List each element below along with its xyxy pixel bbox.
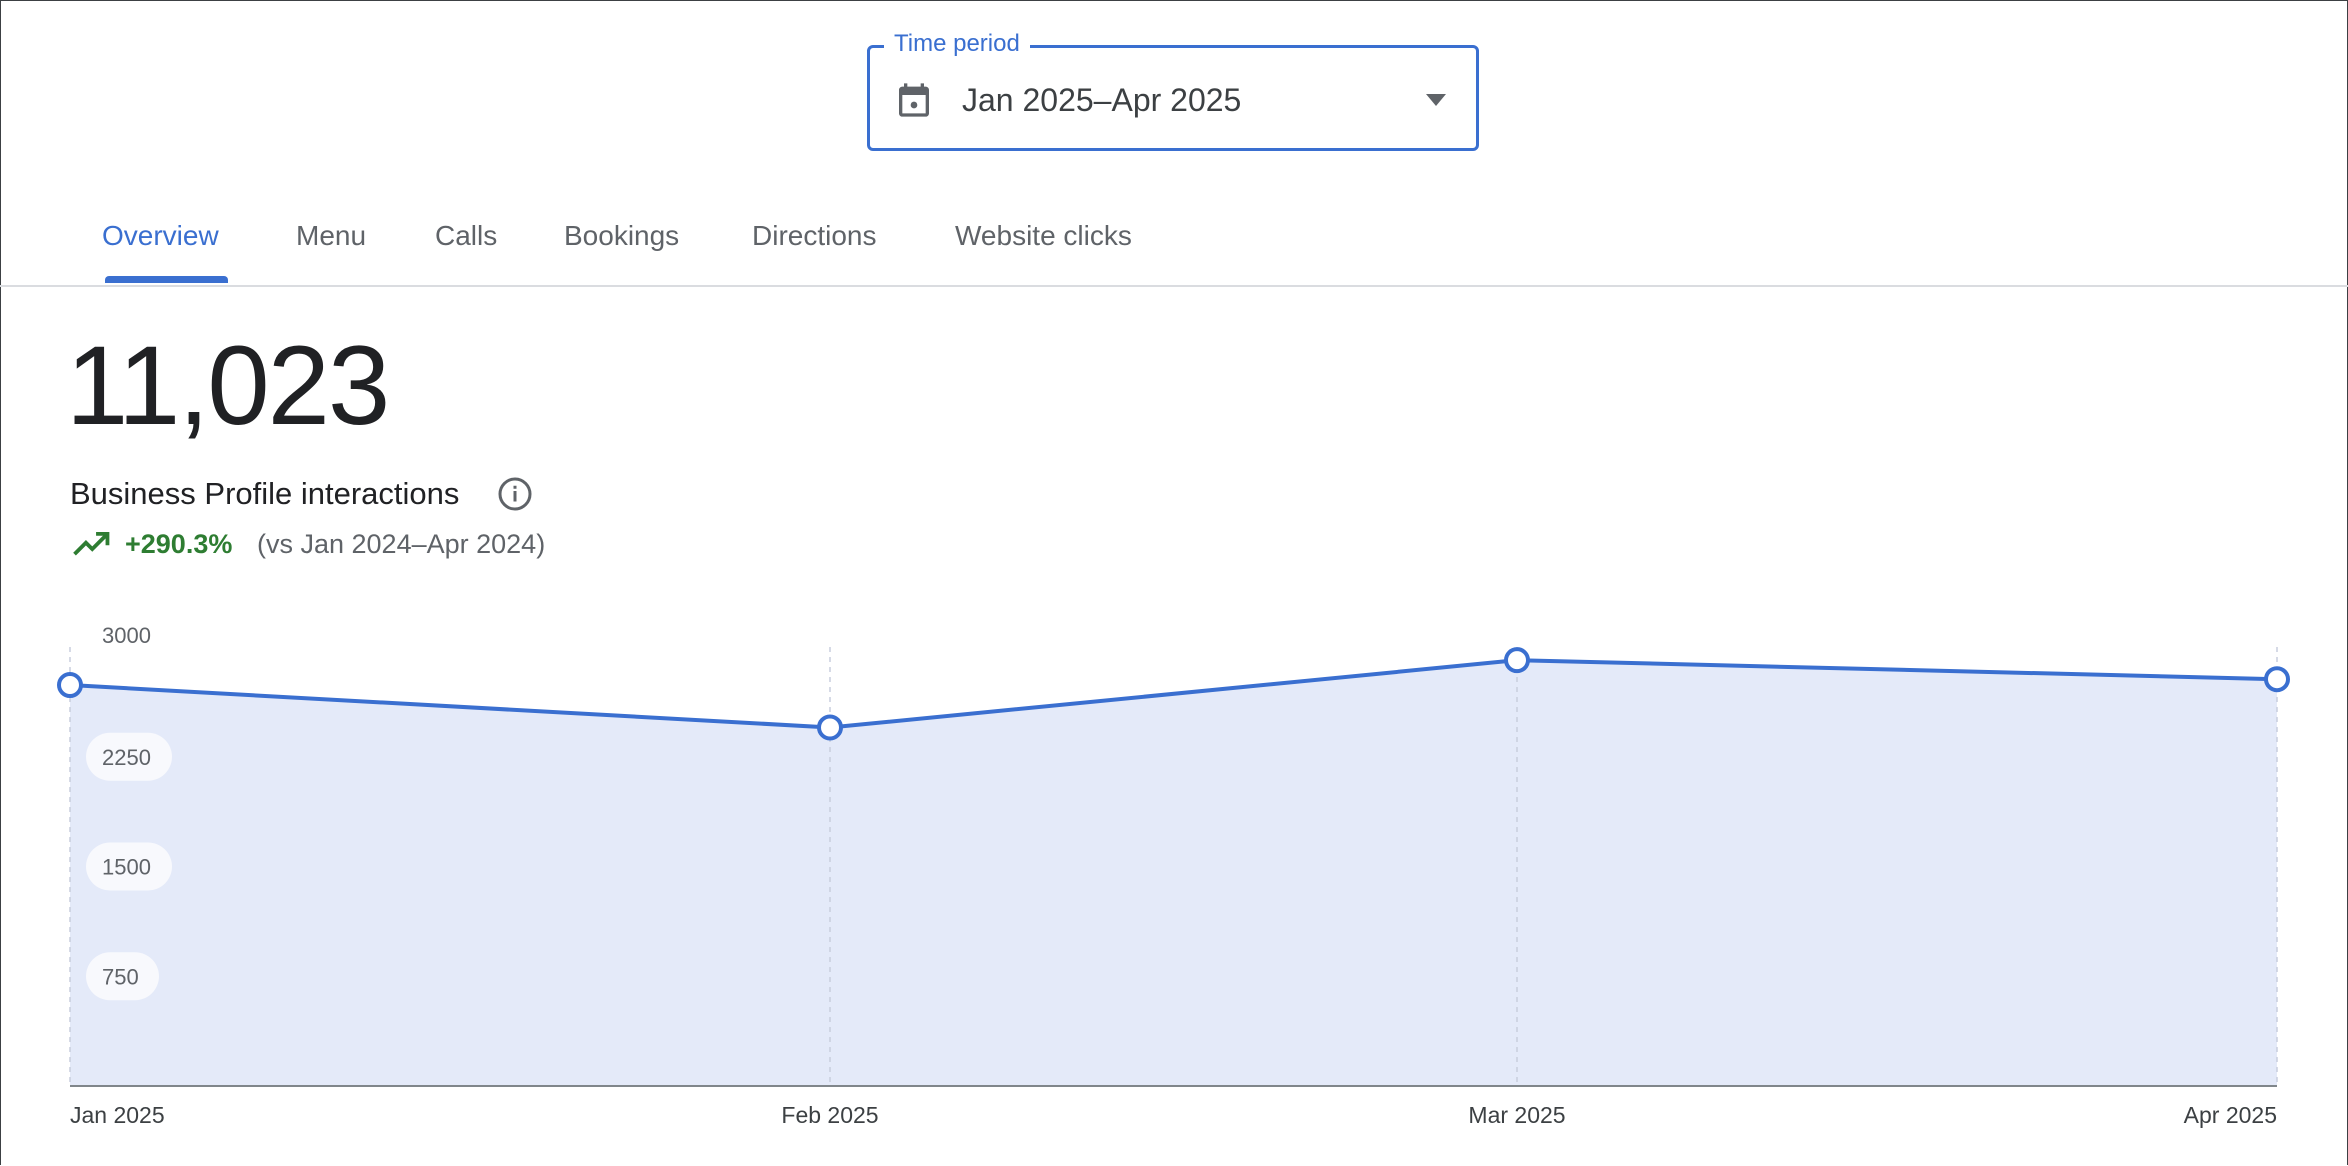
y-tick-label-2250: 2250	[102, 745, 151, 770]
y-tick-pill-2250	[86, 732, 172, 781]
tab-directions[interactable]: Directions	[752, 220, 877, 251]
tab-website-clicks[interactable]: Website clicks	[955, 220, 1132, 251]
data-point-mar-2025	[1504, 647, 1530, 674]
time-period-select[interactable]: Time period Jan 2025–Apr 2025	[867, 30, 1479, 151]
active-tab-indicator	[105, 276, 228, 283]
tab-overview[interactable]: Overview	[102, 220, 219, 251]
y-tick-label-3000: 3000	[102, 623, 151, 648]
y-tick-label-1500: 1500	[102, 855, 151, 880]
y-tick-pill-1500	[86, 842, 172, 891]
time-period-value: Jan 2025–Apr 2025	[962, 82, 1242, 118]
trending-up-icon	[73, 531, 110, 556]
area-fill	[70, 660, 2277, 1086]
data-point-feb-2025	[817, 714, 843, 741]
trend-comparison: (vs Jan 2024–Apr 2024)	[257, 529, 546, 559]
interactions-area-chart: 750 1500 2250 3000 Jan 2025 Feb 2025 Mar 2025 A…	[57, 623, 2290, 1128]
tab-menu[interactable]: Menu	[296, 220, 367, 251]
info-icon[interactable]	[497, 476, 533, 512]
y-tick-label-750: 750	[102, 964, 139, 989]
metric-label: Business Profile interactions	[70, 476, 460, 511]
x-tick-label-jan-2025: Jan 2025	[70, 1102, 165, 1128]
x-tick-label-apr-2025: Apr 2025	[2184, 1102, 2277, 1128]
trend-percentage: +290.3%	[125, 529, 233, 559]
metric-value: 11,023	[66, 323, 390, 448]
tab-bookings[interactable]: Bookings	[564, 220, 680, 251]
data-point-jan-2025	[57, 672, 83, 699]
x-tick-label-feb-2025: Feb 2025	[781, 1102, 878, 1128]
calendar-icon	[899, 83, 929, 117]
y-tick-pill-750	[86, 952, 159, 1001]
tab-calls[interactable]: Calls	[435, 220, 498, 251]
chevron-down-icon[interactable]	[1424, 90, 1448, 110]
time-period-label: Time period	[884, 30, 1030, 58]
tab-bar: Overview Menu Calls Bookings Directions …	[0, 200, 2348, 287]
data-point-apr-2025	[2264, 666, 2290, 693]
x-tick-label-mar-2025: Mar 2025	[1468, 1102, 1565, 1128]
series-line	[69, 658, 2278, 730]
